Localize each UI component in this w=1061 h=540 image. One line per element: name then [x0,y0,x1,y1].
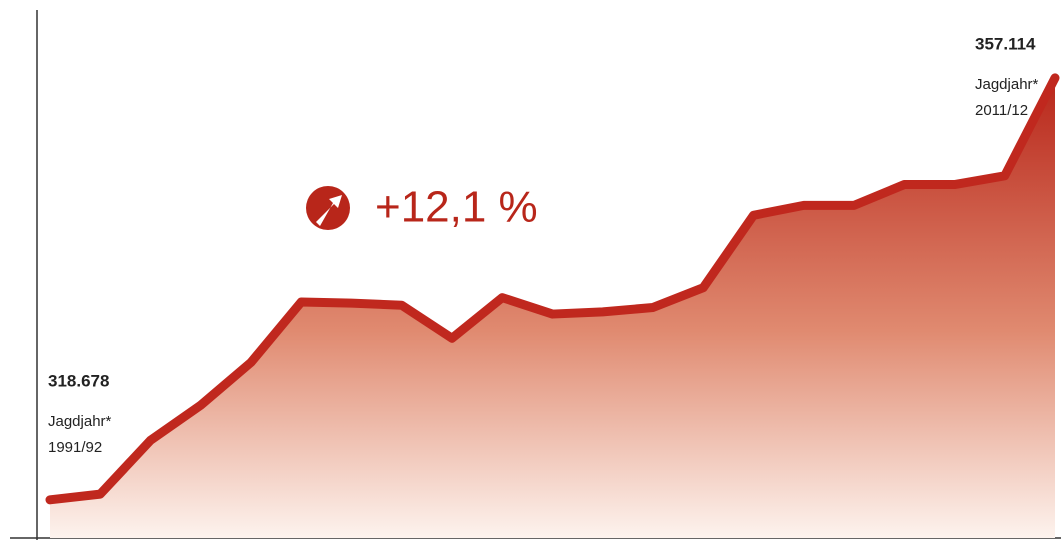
value-label: 357.114 [975,34,1036,53]
category-prefix: Jagdjahr* [48,413,112,430]
category-label: 2011/12 [975,102,1028,119]
trend-icon [306,186,350,230]
line [45,73,1060,505]
category-label: 1991/92 [48,439,102,456]
category-prefix: Jagdjahr* [975,76,1039,93]
value-label: 318.678 [48,371,109,390]
area [50,77,1055,538]
change-label: +12,1 % [375,183,538,232]
